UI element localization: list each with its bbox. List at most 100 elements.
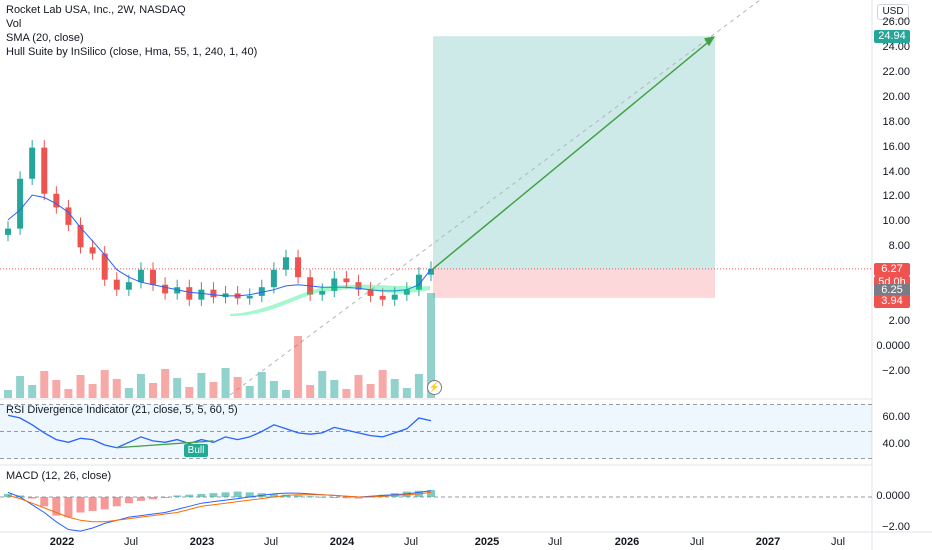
price-axis-label: 8.00 (888, 240, 910, 253)
volume-bar (76, 375, 85, 398)
candle (379, 295, 386, 300)
candle (415, 274, 422, 290)
volume-bar (318, 371, 327, 398)
time-axis-label: Jul (689, 536, 705, 548)
macd-histogram-bar (245, 492, 254, 497)
macd-histogram-bar (294, 495, 303, 497)
candle (89, 247, 96, 254)
price-axis-label: 16.00 (882, 140, 910, 153)
macd-histogram-bar (185, 494, 194, 497)
hull-band (230, 284, 430, 316)
candle (17, 178, 24, 229)
price-axis-label: 24.00 (882, 40, 910, 53)
sma-price-tag: 6.25 (874, 284, 910, 297)
volume-bar (390, 379, 399, 398)
lightning-icon[interactable]: ⚡ (427, 380, 442, 395)
time-axis-label: Jul (830, 536, 846, 548)
stop-price-tag: 3.94 (874, 295, 910, 308)
macd-histogram-bar (40, 497, 49, 507)
macd-histogram-bar (173, 495, 182, 497)
candle (331, 278, 338, 291)
symbol-title[interactable]: Rocket Lab USA, Inc., 2W, NASDAQ (6, 4, 186, 16)
volume-bar (306, 385, 315, 398)
candle (355, 282, 362, 290)
sma-label[interactable]: SMA (20, close) (6, 32, 84, 44)
macd-histogram-bar (100, 497, 109, 510)
macd-histogram-bar (221, 492, 230, 497)
price-axis-label: 0.0000 (876, 340, 910, 352)
candle (222, 293, 229, 298)
macd-histogram-bar (124, 497, 133, 504)
signal-line (7, 491, 432, 523)
price-axis-label: 18.00 (882, 115, 910, 128)
candle (101, 253, 108, 280)
volume-bar (185, 387, 194, 398)
candle (53, 193, 60, 208)
volume-bar (427, 293, 435, 398)
candle (113, 279, 120, 290)
rsi-legend[interactable]: RSI Divergence Indicator (21, close, 5, … (6, 404, 238, 416)
volume-bar (354, 375, 363, 398)
time-axis-label: 2022 (49, 536, 75, 548)
candle (343, 278, 350, 283)
volume-bar (378, 370, 387, 398)
target-price-tag: 24.94 (874, 30, 910, 43)
candle (162, 284, 169, 294)
price-axis-label: 26.00 (882, 16, 910, 28)
volume-bar (16, 376, 25, 398)
volume-bar (124, 388, 133, 398)
macd-histogram-bar (197, 493, 206, 497)
time-axis-label: Jul (403, 536, 419, 548)
candle (77, 224, 84, 248)
macd-axis-label: 0.0000 (876, 490, 910, 502)
target-arrow-head (704, 36, 715, 47)
macd-histogram-bar (64, 497, 73, 518)
rsi-divergence-line (116, 440, 214, 449)
macd-histogram-bar (16, 495, 25, 497)
macd-histogram-bar (269, 493, 278, 497)
currency-button[interactable]: USD (877, 4, 909, 20)
candle (270, 269, 277, 288)
candle (246, 295, 253, 299)
volume-bar (245, 386, 254, 398)
candle (41, 147, 48, 194)
vol-label[interactable]: Vol (6, 18, 22, 30)
macd-histogram-bar (342, 497, 351, 499)
price-axis-label: 14.00 (882, 165, 910, 178)
target-arrow-line (432, 37, 714, 270)
volume-bar (136, 374, 145, 398)
candle (29, 147, 36, 179)
volume-bar (28, 385, 37, 398)
time-axis-label: 2023 (189, 536, 215, 548)
candle (403, 289, 410, 295)
volume-bar (40, 371, 49, 398)
macd-axis-label: −2.00 (882, 521, 910, 533)
price-pane (0, 0, 872, 398)
rsi-pane (0, 404, 872, 459)
macd-histogram-bar (28, 497, 37, 499)
macd-histogram-bar (149, 497, 158, 500)
rsi-line (7, 414, 432, 449)
candle (428, 268, 434, 275)
volume-bar (4, 390, 12, 398)
time-axis-label: Jul (123, 536, 139, 548)
macd-legend[interactable]: MACD (12, 26, close) (6, 470, 112, 482)
volume-bar (342, 389, 351, 398)
volume-bar (330, 380, 339, 398)
last-price-tag: 6.27 (874, 263, 910, 276)
volume-bar (52, 380, 61, 398)
volume-bar (173, 378, 182, 398)
candle (174, 287, 181, 294)
price-axis-label: −2.00 (882, 364, 910, 377)
volume-bar (161, 369, 170, 398)
hull-label[interactable]: Hull Suite by InSilico (close, Hma, 55, … (6, 46, 258, 58)
volume-bar (112, 379, 121, 398)
candle (282, 257, 289, 270)
volume-bar (281, 390, 290, 398)
volume-bar (402, 388, 411, 398)
volume-bar (269, 381, 278, 398)
candle (391, 294, 398, 300)
time-axis-label: 2025 (474, 536, 500, 548)
macd-histogram-bar (76, 497, 85, 513)
